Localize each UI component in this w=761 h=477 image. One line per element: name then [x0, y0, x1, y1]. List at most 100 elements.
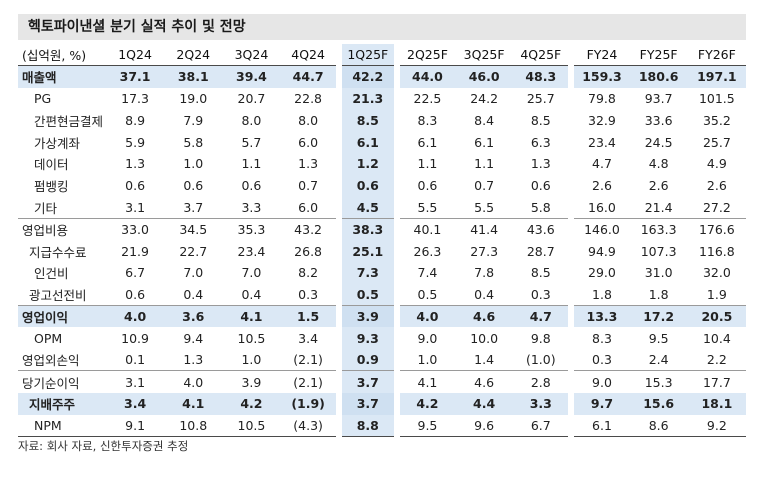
row-label: 영업비용	[18, 217, 106, 241]
table-cell: 0.4	[241, 286, 262, 302]
table-cell: 8.5	[530, 265, 551, 281]
table-cell: 1.5	[280, 305, 339, 328]
table-cell: 21.9	[121, 243, 149, 259]
table-cell: 9.7	[568, 392, 630, 415]
table-title: 헥토파이낸셜 분기 실적 추이 및 전망	[18, 14, 746, 40]
table-cell: 4.9	[706, 156, 727, 172]
column-header: 4Q24	[291, 47, 325, 63]
column-header: FY25F	[639, 47, 678, 63]
row-label: 인건비	[34, 266, 69, 282]
table-cell: 4.1	[393, 370, 456, 393]
table-cell: 1.3	[298, 156, 319, 172]
row-label: 광고선전비	[29, 287, 87, 303]
source-note: 자료: 회사 자료, 신한투자증권 추정	[18, 439, 189, 453]
table-cell: 8.4	[474, 112, 495, 128]
table-cell: 7.0	[241, 265, 262, 281]
table-cell: 1.0	[393, 349, 456, 371]
table-cell: 2.6	[706, 178, 727, 194]
table-cell: 43.6	[513, 217, 572, 241]
table-cell: 3.7	[335, 392, 397, 415]
column-header: 4Q25F	[520, 47, 562, 63]
row-label: 매출액	[18, 65, 106, 88]
table-cell: 6.0	[298, 134, 319, 150]
table-cell: 2.2	[706, 352, 727, 368]
table-row: 지배주주 3.4 4.1 4.2 (1.9) 3.7 4.2 4.4 3.3 9.7 15.6 18.…	[18, 392, 746, 415]
table-cell: 3.7	[183, 199, 204, 215]
table-cell: 8.9	[125, 112, 146, 128]
table-cell: 4.7	[568, 152, 630, 175]
table-cell: 26.8	[294, 243, 323, 259]
table-cell: 10.4	[702, 330, 731, 346]
table-cell: 4.1	[222, 305, 281, 328]
table-cell: (1.9)	[280, 392, 339, 415]
unit-label: (십억원, %)	[22, 48, 87, 64]
table-cell: 6.3	[530, 134, 551, 150]
table-cell: 43.2	[280, 217, 339, 241]
table-cell: 33.6	[644, 112, 673, 128]
row-label: NPM	[18, 414, 106, 437]
table-cell: 0.4	[183, 286, 204, 302]
table-cell: 13.3	[568, 305, 630, 328]
table-cell: 159.3	[568, 65, 630, 88]
table-cell: 40.1	[393, 217, 456, 241]
table-cell: 2.6	[648, 178, 669, 194]
table-cell: 25.7	[526, 90, 555, 106]
table-row: OPM 10.9 9.4 10.5 3.4 9.3 9.0 10.0 9.8 8.3 9.5 10.4	[18, 327, 746, 350]
header-row: (십억원, %) 1Q24 2Q24 3Q24 4Q24 1Q25F 2Q25F 3Q25F…	[18, 44, 746, 66]
table-row: 지급수수료 21.9 22.7 23.4 26.8 25.1 26.3 27.3 28.7 94.…	[18, 240, 746, 262]
table-cell: 7.8	[474, 265, 495, 281]
table-cell: 23.4	[568, 131, 630, 153]
table-cell: 0.3	[568, 349, 630, 371]
table-cell: 6.1	[474, 134, 495, 150]
table-cell: 9.3	[335, 327, 397, 350]
table-cell: 93.7	[644, 90, 673, 106]
table-cell: 22.5	[393, 87, 456, 110]
table-cell: 0.7	[474, 178, 495, 194]
column-header: 1Q25F	[335, 44, 397, 66]
table-cell: 8.3	[568, 327, 630, 350]
table-cell: 197.1	[687, 65, 746, 88]
table-cell: 8.5	[530, 112, 551, 128]
table-cell: 17.2	[629, 305, 688, 328]
table-cell: 6.1	[568, 414, 630, 437]
table-cell: 39.4	[222, 65, 281, 88]
table-cell: 101.5	[698, 90, 735, 106]
table-cell: 19.0	[179, 90, 208, 106]
table-cell: 8.6	[629, 414, 688, 437]
table-cell: 0.5	[393, 283, 456, 306]
table-cell: 6.1	[335, 131, 397, 153]
table-cell: 1.3	[530, 156, 551, 172]
table-row: 영업외손익 0.1 1.3 1.0 (2.1) 0.9 1.0 1.4 (1.0) 0.3 2.4 2…	[18, 349, 746, 371]
table-cell: 28.7	[526, 243, 555, 259]
table-cell: 3.7	[335, 370, 397, 393]
table-cell: 29.0	[568, 261, 630, 284]
table-cell: 9.4	[183, 330, 204, 346]
table-cell: 33.0	[106, 217, 165, 241]
table-cell: 24.5	[644, 134, 673, 150]
table-cell: (2.1)	[280, 370, 339, 393]
table-cell: 5.9	[125, 134, 146, 150]
table-cell: 44.0	[393, 65, 456, 88]
table-cell: 79.8	[568, 87, 630, 110]
table-cell: 0.4	[474, 286, 495, 302]
table-cell: 10.9	[121, 330, 149, 346]
table-cell: 4.0	[164, 370, 223, 393]
table-cell: 0.6	[393, 174, 456, 197]
table-cell: 3.9	[335, 305, 397, 328]
table-cell: 4.2	[393, 392, 456, 415]
row-label: 데이터	[34, 157, 69, 173]
table-cell: 3.4	[106, 392, 165, 415]
column-header: 3Q25F	[463, 47, 505, 63]
table-cell: 1.3	[183, 352, 204, 368]
table-cell: 0.6	[125, 286, 146, 302]
table-cell: 6.7	[513, 414, 572, 437]
table-cell: 8.2	[298, 265, 319, 281]
table-cell: 3.1	[125, 199, 146, 215]
table-cell: 7.4	[393, 261, 456, 284]
table-cell: 10.0	[470, 330, 499, 346]
table-cell: 4.2	[222, 392, 281, 415]
table-cell: 0.3	[530, 286, 551, 302]
table-cell: 4.0	[106, 305, 165, 328]
table-row: 광고선전비 0.6 0.4 0.4 0.3 0.5 0.5 0.4 0.3 1.8 1.8 1.9	[18, 283, 746, 306]
